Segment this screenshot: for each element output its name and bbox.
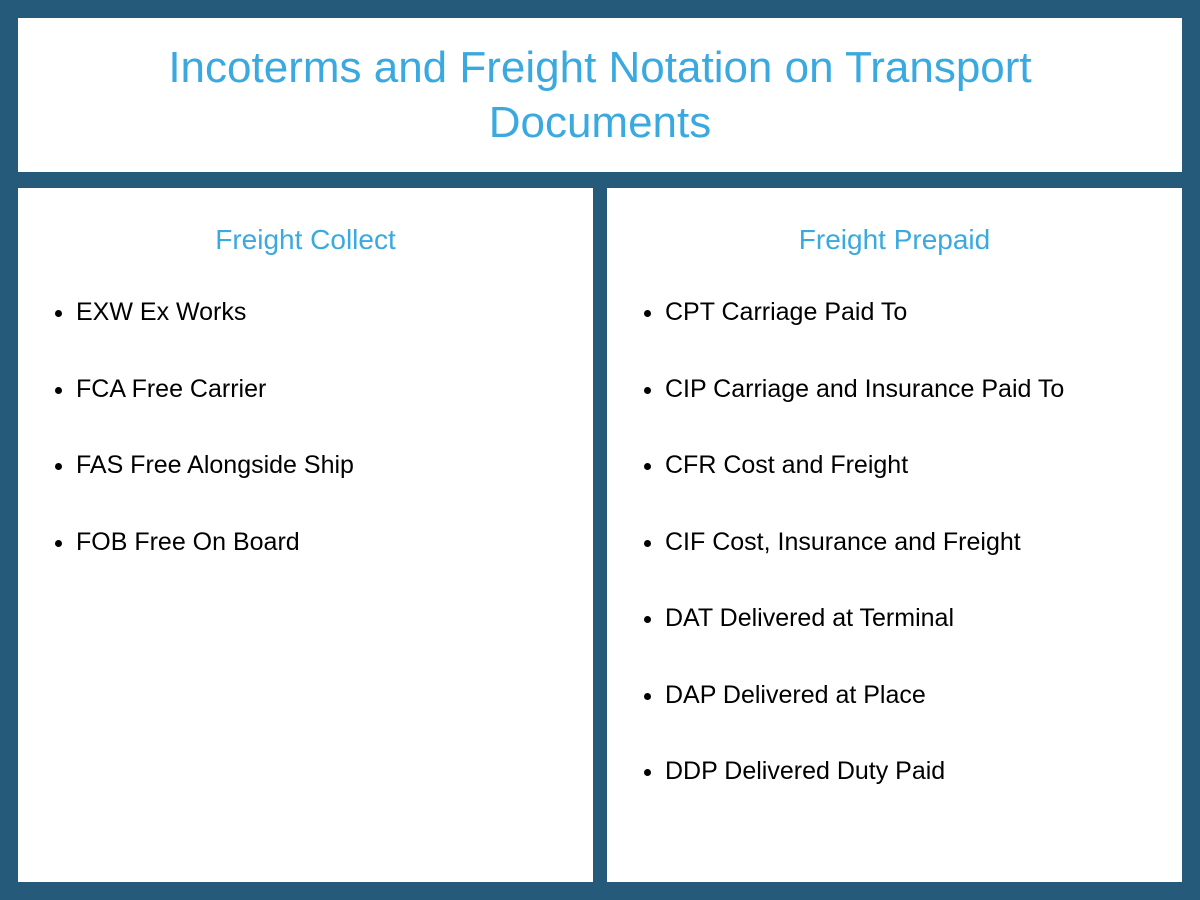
infographic-container: Incoterms and Freight Notation on Transp…	[18, 18, 1182, 882]
title-panel: Incoterms and Freight Notation on Transp…	[18, 18, 1182, 172]
list-item: CFR Cost and Freight	[665, 449, 1150, 482]
freight-prepaid-list: CPT Carriage Paid To CIP Carriage and In…	[639, 296, 1150, 788]
list-item: DAP Delivered at Place	[665, 679, 1150, 712]
list-item: DDP Delivered Duty Paid	[665, 755, 1150, 788]
list-item: CIP Carriage and Insurance Paid To	[665, 373, 1150, 406]
columns-row: Freight Collect EXW Ex Works FCA Free Ca…	[18, 188, 1182, 882]
list-item: EXW Ex Works	[76, 296, 561, 329]
list-item: CIF Cost, Insurance and Freight	[665, 526, 1150, 559]
freight-collect-heading: Freight Collect	[50, 224, 561, 256]
freight-prepaid-heading: Freight Prepaid	[639, 224, 1150, 256]
list-item: FOB Free On Board	[76, 526, 561, 559]
list-item: FAS Free Alongside Ship	[76, 449, 561, 482]
freight-collect-list: EXW Ex Works FCA Free Carrier FAS Free A…	[50, 296, 561, 558]
list-item: CPT Carriage Paid To	[665, 296, 1150, 329]
freight-prepaid-panel: Freight Prepaid CPT Carriage Paid To CIP…	[607, 188, 1182, 882]
freight-collect-panel: Freight Collect EXW Ex Works FCA Free Ca…	[18, 188, 593, 882]
page-title: Incoterms and Freight Notation on Transp…	[58, 40, 1142, 150]
list-item: FCA Free Carrier	[76, 373, 561, 406]
list-item: DAT Delivered at Terminal	[665, 602, 1150, 635]
